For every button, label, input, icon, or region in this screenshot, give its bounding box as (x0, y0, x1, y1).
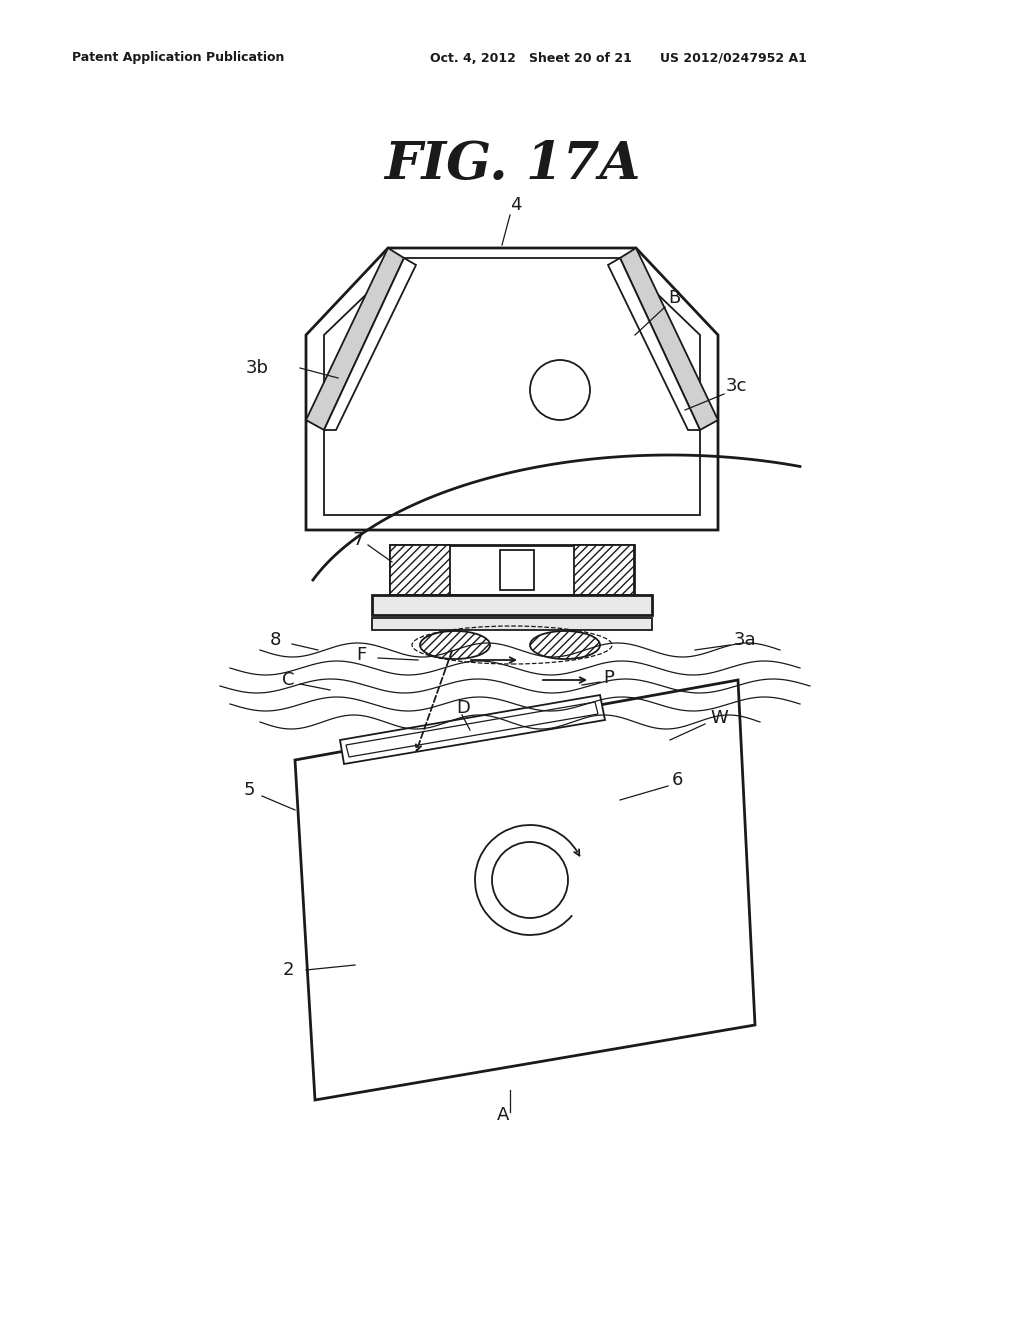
Text: A: A (497, 1106, 509, 1125)
Text: Patent Application Publication: Patent Application Publication (72, 51, 285, 65)
Polygon shape (346, 702, 598, 756)
Polygon shape (608, 257, 700, 430)
Text: 7: 7 (352, 531, 364, 549)
Text: F: F (356, 645, 367, 664)
Text: FIG. 17A: FIG. 17A (384, 140, 640, 190)
Polygon shape (324, 257, 416, 430)
Text: 3a: 3a (734, 631, 757, 649)
Polygon shape (340, 696, 605, 764)
Polygon shape (306, 248, 718, 531)
Text: Oct. 4, 2012   Sheet 20 of 21: Oct. 4, 2012 Sheet 20 of 21 (430, 51, 632, 65)
Polygon shape (324, 257, 700, 515)
Text: 2: 2 (283, 961, 295, 979)
Ellipse shape (420, 631, 490, 659)
Text: 8: 8 (270, 631, 282, 649)
Text: D: D (456, 700, 470, 717)
Polygon shape (620, 248, 718, 430)
Text: B: B (668, 289, 680, 308)
Ellipse shape (530, 631, 600, 659)
Bar (390, 545, 634, 595)
Circle shape (492, 842, 568, 917)
Text: 3b: 3b (246, 359, 269, 378)
Text: US 2012/0247952 A1: US 2012/0247952 A1 (660, 51, 807, 65)
Bar (574, 545, 634, 595)
Text: 6: 6 (672, 771, 683, 789)
Circle shape (530, 360, 590, 420)
Bar (500, 550, 534, 590)
Bar (372, 595, 652, 615)
Polygon shape (306, 248, 404, 430)
Text: P: P (603, 669, 613, 686)
Bar (372, 618, 652, 630)
Bar (390, 545, 450, 595)
Text: C: C (282, 671, 295, 689)
Text: 3c: 3c (726, 378, 748, 395)
Text: 5: 5 (244, 781, 256, 799)
Text: W: W (710, 709, 728, 727)
Polygon shape (295, 680, 755, 1100)
Text: 4: 4 (510, 195, 521, 214)
